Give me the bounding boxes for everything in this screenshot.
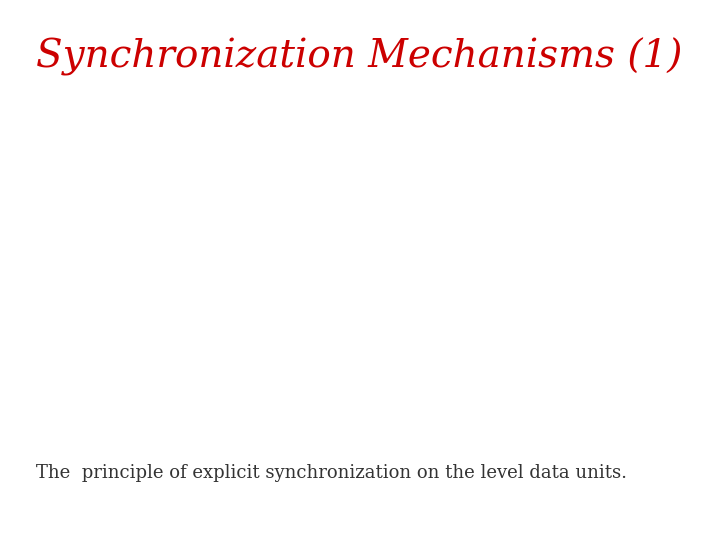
Text: The  principle of explicit synchronization on the level data units.: The principle of explicit synchronizatio… bbox=[36, 464, 627, 482]
Text: Synchronization Mechanisms (1): Synchronization Mechanisms (1) bbox=[36, 38, 683, 76]
